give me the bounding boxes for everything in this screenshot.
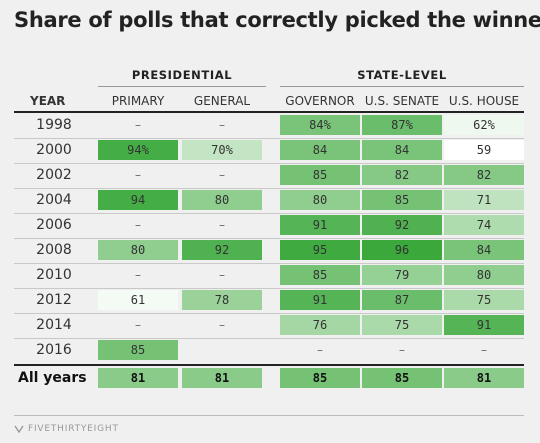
row-divider [14, 212, 524, 214]
cell-us-senate: 87 [362, 290, 442, 310]
cell-primary: – [135, 118, 141, 132]
chart-title: Share of polls that correctly picked the… [14, 8, 540, 32]
column-header-primary: PRIMARY [111, 94, 165, 108]
year-label: 2006 [36, 217, 72, 233]
totals-label: All years [18, 370, 87, 386]
cell-general: 80 [182, 190, 262, 210]
column-header-governor: GOVERNOR [285, 94, 355, 108]
cell-us-house: 75 [444, 290, 524, 310]
group-label-presidential: PRESIDENTIAL [131, 68, 233, 82]
cell-governor: – [317, 343, 323, 357]
cell-us-house: 62% [444, 115, 524, 135]
cell-governor: 91 [280, 290, 360, 310]
cell-us-senate: 84 [362, 140, 442, 160]
cell-primary: 61 [98, 290, 178, 310]
row-divider [14, 237, 524, 239]
footer-brand: FIVETHIRTYEIGHT [28, 424, 119, 434]
cell-general [182, 340, 262, 360]
cell-primary: 94 [98, 190, 178, 210]
column-header-us-house: U.S. HOUSE [448, 94, 520, 108]
cell-primary: – [135, 218, 141, 232]
row-divider [14, 312, 524, 314]
cell-general: – [219, 268, 225, 282]
cell-general: 70% [182, 140, 262, 160]
cell-general: 78 [182, 290, 262, 310]
footer: FIVETHIRTYEIGHT [14, 422, 119, 436]
row-divider [14, 337, 524, 339]
cell-general: – [219, 168, 225, 182]
row-divider [14, 187, 524, 189]
cell-us-house: 91 [444, 315, 524, 335]
group-rule-presidential [98, 86, 266, 87]
total-cell-general: 81 [182, 368, 262, 388]
cell-governor: 84 [280, 140, 360, 160]
total-cell-primary: 81 [98, 368, 178, 388]
year-label: 2004 [36, 192, 72, 208]
cell-governor: 91 [280, 215, 360, 235]
group-rule-state-level [280, 86, 524, 87]
cell-governor: 84% [280, 115, 360, 135]
total-cell-us-senate: 85 [362, 368, 442, 388]
row-divider [14, 262, 524, 264]
year-label: 2016 [36, 342, 72, 358]
row-divider [14, 162, 524, 164]
cell-general: – [219, 318, 225, 332]
column-header-general: GENERAL [193, 94, 251, 108]
year-label: 2012 [36, 292, 72, 308]
cell-governor: 85 [280, 165, 360, 185]
cell-us-house: 82 [444, 165, 524, 185]
cell-us-senate: 79 [362, 265, 442, 285]
year-label: 2010 [36, 267, 72, 283]
cell-general: – [219, 118, 225, 132]
total-cell-governor: 85 [280, 368, 360, 388]
cell-us-senate: 75 [362, 315, 442, 335]
cell-us-house: 59 [444, 140, 524, 160]
cell-us-house: 74 [444, 215, 524, 235]
year-label: 1998 [36, 117, 72, 133]
row-divider [14, 137, 524, 139]
totals-rule [14, 364, 524, 366]
cell-us-senate: – [399, 343, 405, 357]
cell-governor: 80 [280, 190, 360, 210]
year-label: 2002 [36, 167, 72, 183]
column-header-year: YEAR [30, 94, 66, 108]
cell-primary: 94% [98, 140, 178, 160]
cell-us-house: 71 [444, 190, 524, 210]
group-label-state-level: STATE-LEVEL [357, 68, 447, 82]
cell-primary: – [135, 268, 141, 282]
cell-us-house: – [481, 343, 487, 357]
cell-governor: 95 [280, 240, 360, 260]
header-rule [14, 111, 524, 113]
column-header-us-senate: U.S. SENATE [364, 94, 440, 108]
cell-governor: 76 [280, 315, 360, 335]
cell-us-senate: 96 [362, 240, 442, 260]
cell-us-house: 80 [444, 265, 524, 285]
year-label: 2014 [36, 317, 72, 333]
year-label: 2000 [36, 142, 72, 158]
cell-primary: – [135, 318, 141, 332]
year-label: 2008 [36, 242, 72, 258]
row-divider [14, 287, 524, 289]
cell-primary: 80 [98, 240, 178, 260]
cell-primary: – [135, 168, 141, 182]
cell-us-senate: 85 [362, 190, 442, 210]
cell-primary: 85 [98, 340, 178, 360]
cell-us-house: 84 [444, 240, 524, 260]
cell-governor: 85 [280, 265, 360, 285]
cell-us-senate: 92 [362, 215, 442, 235]
cell-general: – [219, 218, 225, 232]
cell-general: 92 [182, 240, 262, 260]
fivethirtyeight-logo-icon [14, 425, 24, 433]
total-cell-us-house: 81 [444, 368, 524, 388]
footer-rule [14, 415, 524, 416]
cell-us-senate: 82 [362, 165, 442, 185]
cell-us-senate: 87% [362, 115, 442, 135]
